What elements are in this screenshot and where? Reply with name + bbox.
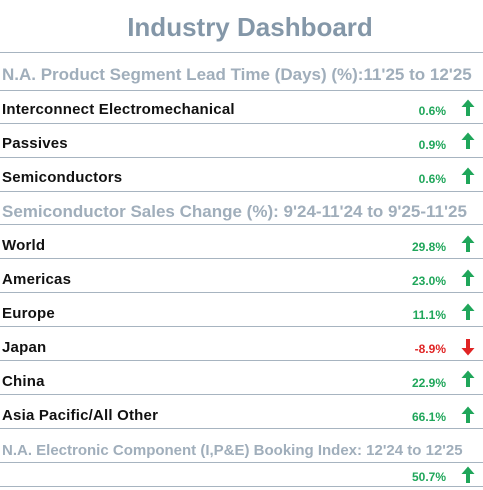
trend-up-arrow-icon	[461, 406, 475, 423]
trend-up-arrow-icon	[461, 370, 475, 387]
trend-up-arrow-icon	[461, 99, 475, 116]
row-value-booking-index: 50.7%	[411, 470, 446, 484]
row-value-interconnect: 0.6%	[418, 104, 446, 118]
divider	[0, 123, 483, 124]
row-label-japan: Japan	[2, 339, 47, 356]
divider	[0, 258, 483, 259]
row-label-semiconductors: Semiconductors	[2, 169, 123, 186]
row-value-semiconductors: 0.6%	[418, 172, 446, 186]
divider	[0, 462, 483, 463]
divider	[0, 157, 483, 158]
row-label-europe: Europe	[2, 305, 55, 322]
section-header-semiconductor-sales: Semiconductor Sales Change (%): 9'24-11'…	[2, 202, 467, 221]
row-value-passives: 0.9%	[418, 138, 446, 152]
row-value-asia-pacific: 66.1%	[411, 410, 446, 424]
trend-down-arrow-icon	[461, 339, 475, 356]
row-label-passives: Passives	[2, 135, 68, 152]
row-value-americas: 23.0%	[411, 274, 446, 288]
divider	[0, 292, 483, 293]
trend-up-arrow-icon	[461, 132, 475, 149]
divider	[0, 394, 483, 395]
divider	[0, 326, 483, 327]
section-header-booking-index: N.A. Electronic Component (I,P&E) Bookin…	[2, 442, 463, 459]
divider	[0, 486, 483, 487]
row-value-world: 29.8%	[411, 240, 446, 254]
divider	[0, 52, 483, 53]
row-value-china: 22.9%	[411, 376, 446, 390]
row-value-japan: -8.9%	[414, 342, 446, 356]
divider	[0, 428, 483, 429]
trend-up-arrow-icon	[461, 269, 475, 286]
divider	[0, 191, 483, 192]
divider	[0, 90, 483, 91]
row-label-interconnect: Interconnect Electromechanical	[2, 101, 235, 118]
divider	[0, 224, 483, 225]
trend-up-arrow-icon	[461, 303, 475, 320]
row-label-china: China	[2, 373, 45, 390]
dashboard-title: Industry Dashboard	[127, 12, 373, 42]
divider	[0, 360, 483, 361]
row-label-world: World	[2, 237, 46, 254]
row-label-asia-pacific: Asia Pacific/All Other	[2, 407, 159, 424]
row-label-americas: Americas	[2, 271, 72, 288]
row-value-europe: 11.1%	[412, 308, 446, 322]
trend-up-arrow-icon	[461, 167, 475, 184]
section-header-lead-time: N.A. Product Segment Lead Time (Days) (%…	[2, 65, 472, 84]
trend-up-arrow-icon	[461, 235, 475, 252]
trend-up-arrow-icon	[461, 466, 475, 483]
